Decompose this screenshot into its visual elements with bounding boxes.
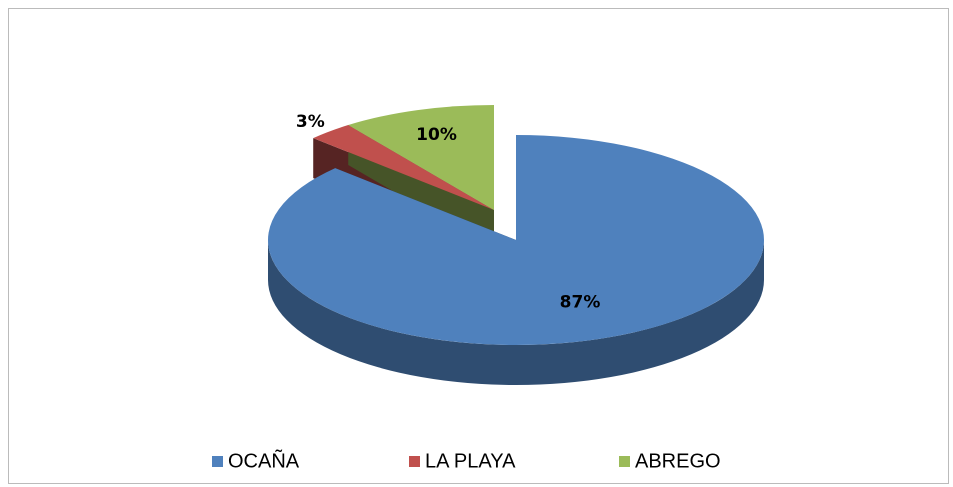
slice — [313, 125, 494, 210]
legend-swatch — [409, 456, 420, 467]
data-label: 3% — [296, 112, 325, 132]
slice — [348, 105, 494, 210]
legend-swatch — [212, 456, 223, 467]
data-label: 87% — [560, 293, 601, 313]
legend-label: ABREGO — [635, 450, 721, 472]
slice — [267, 135, 764, 346]
legend-swatch — [619, 456, 630, 467]
slice-side — [268, 240, 764, 385]
data-label: 10% — [416, 125, 457, 145]
legend-label: OCAÑA — [228, 448, 300, 472]
legend-label: LA PLAYA — [425, 450, 516, 472]
